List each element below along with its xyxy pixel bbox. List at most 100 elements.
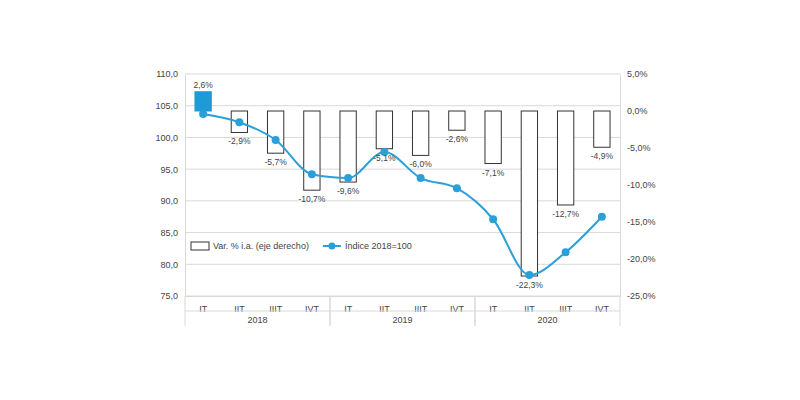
group-divider	[330, 311, 475, 312]
data-label: -5,7%	[265, 157, 288, 167]
legend-label: Var. % i.a. (eje derecho)	[213, 241, 309, 251]
data-label: -10,7%	[298, 194, 325, 204]
data-label: -2,9%	[228, 136, 251, 146]
group-divider	[475, 311, 620, 312]
y-tick-label: 75,0	[160, 291, 178, 301]
chart-svg: 75,0 80,0 85,0 90,0 95,0 100,0 105,0 110,0 -25,0…	[0, 0, 800, 400]
y-tick: 100,0	[155, 133, 185, 143]
legend-label: Índice 2018=100	[345, 241, 412, 251]
y-tick: 90,0	[160, 196, 185, 206]
bar	[231, 111, 247, 132]
grid-line	[185, 232, 620, 233]
x-tick: IVT	[450, 296, 465, 314]
x-tick-label: IT	[489, 304, 498, 314]
x-tick: IT	[344, 296, 353, 314]
bar	[449, 111, 465, 130]
data-label: -5,1%	[373, 153, 396, 163]
bar	[376, 111, 392, 149]
legend-item: Índice 2018=100	[323, 241, 412, 251]
y2-tick-label: 5,0%	[627, 69, 648, 79]
legend: Var. % i.a. (eje derecho) Índice 2018=100	[191, 241, 412, 251]
plot-area: 75,0 80,0 85,0 90,0 95,0 100,0 105,0 110,0 -25,0…	[155, 69, 655, 326]
data-label: -4,9%	[591, 151, 614, 161]
x-tick: IIT	[379, 296, 390, 314]
bar	[195, 92, 211, 111]
y2-tick-label: 0,0%	[627, 106, 648, 116]
marks	[195, 92, 610, 279]
y2-axis-line	[620, 75, 621, 297]
line	[203, 114, 602, 275]
y-tick: 95,0	[160, 165, 185, 175]
grid-line	[185, 264, 620, 265]
data-label: -12,7%	[552, 209, 579, 219]
data-labels: 2,6%-2,9%-5,7%-10,7%-9,6%-5,1%-6,0%-2,6%…	[193, 80, 613, 290]
x-tick-label: IVT	[595, 304, 610, 314]
grid-line	[185, 105, 620, 106]
y2-tick-label: -25,0%	[627, 291, 656, 301]
data-label: 2,6%	[193, 80, 213, 90]
bar	[485, 111, 501, 164]
marker	[525, 271, 533, 279]
x-tick: IIIT	[414, 296, 428, 314]
legend-marker	[328, 243, 335, 250]
x-tick: IIT	[234, 296, 245, 314]
x-tick-label: IVT	[450, 304, 465, 314]
grid	[185, 74, 620, 296]
x-tick: IVT	[595, 296, 610, 314]
x-tick-label: IIIT	[559, 304, 573, 314]
y-tick-label: 90,0	[160, 196, 178, 206]
y-tick-label: 80,0	[160, 260, 178, 270]
marker	[417, 174, 425, 182]
y-tick-label: 110,0	[156, 69, 178, 79]
x-tick: IT	[199, 296, 208, 314]
y2-tick: -20,0%	[620, 254, 656, 264]
y2-tick-label: -15,0%	[627, 217, 656, 227]
x-group-label: 2020	[537, 315, 557, 325]
data-label: -22,3%	[516, 280, 543, 290]
y2-tick-label: -10,0%	[627, 180, 656, 190]
marker	[598, 213, 606, 221]
y2-tick-label: -20,0%	[627, 254, 656, 264]
x-tick-label: IVT	[305, 304, 320, 314]
y2-tick-label: -5,0%	[627, 143, 651, 153]
legend-swatch	[191, 242, 209, 250]
x-axis: ITIITIIITIVTITIITIIITIVTITIITIIITIVT	[186, 296, 621, 314]
data-label: -7,1%	[482, 168, 505, 178]
bar	[267, 111, 283, 153]
data-label: -6,0%	[410, 159, 433, 169]
legend-item: Var. % i.a. (eje derecho)	[191, 241, 309, 251]
marker	[489, 215, 497, 223]
marker	[308, 170, 316, 178]
grid-line	[185, 169, 620, 170]
grid-line	[185, 74, 620, 75]
y2-tick: 5,0%	[620, 69, 648, 79]
y-tick: 85,0	[160, 228, 185, 238]
x-tick-label: IIT	[524, 304, 535, 314]
bar	[521, 111, 537, 276]
marker	[272, 136, 280, 144]
bar	[340, 111, 356, 182]
group-divider	[185, 311, 330, 312]
y2-tick: -25,0%	[620, 291, 656, 301]
y-tick: 80,0	[160, 260, 185, 270]
x-tick: IIT	[524, 296, 535, 314]
bar-series	[195, 92, 610, 276]
bar	[594, 111, 610, 147]
y2-tick: -15,0%	[620, 217, 656, 227]
marker	[562, 248, 570, 256]
x-tick: IIIT	[559, 296, 573, 314]
y-tick: 105,0	[155, 101, 185, 111]
marker	[235, 118, 243, 126]
bar	[557, 111, 573, 205]
x-tick: IT	[489, 296, 498, 314]
y-axis-line	[185, 75, 186, 297]
y2-tick: -10,0%	[620, 180, 656, 190]
y-tick: 75,0	[160, 291, 185, 301]
bar	[412, 111, 428, 155]
x-tick-label: IT	[344, 304, 353, 314]
x-axis-line	[186, 296, 621, 297]
y-tick-label: 85,0	[160, 228, 178, 238]
markers	[199, 110, 606, 279]
x-tick: IVT	[305, 296, 320, 314]
bar	[304, 111, 320, 190]
